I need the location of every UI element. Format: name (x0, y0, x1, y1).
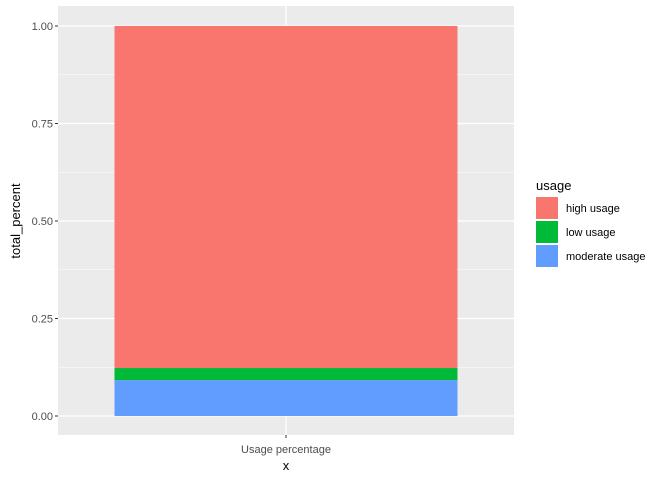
legend-key-low-usage (536, 221, 558, 243)
bar-segment-high-usage (114, 26, 458, 369)
legend-label: low usage (566, 227, 616, 239)
x-axis: Usage percentage (241, 435, 331, 456)
y-tick-label: 0.00 (32, 411, 53, 423)
legend-key-high-usage (536, 197, 558, 219)
y-tick-label: 0.25 (32, 314, 53, 326)
legend-key-moderate-usage (536, 245, 558, 267)
bar-stack (114, 26, 458, 416)
legend-title: usage (536, 178, 571, 193)
x-axis-title: x (283, 458, 290, 473)
y-axis: 0.00 0.25 0.50 0.75 1.00 (32, 21, 58, 423)
bar-segment-moderate-usage (114, 380, 458, 416)
legend: usage high usage low usage moderate usage (536, 178, 646, 267)
y-tick-label: 1.00 (32, 21, 53, 33)
legend-label: high usage (566, 203, 620, 215)
y-axis-title: total_percent (8, 183, 23, 259)
y-tick-label: 0.50 (32, 216, 53, 228)
x-tick-label: Usage percentage (241, 444, 331, 456)
bar-segment-low-usage (114, 368, 458, 381)
y-tick-label: 0.75 (32, 119, 53, 131)
legend-label: moderate usage (566, 251, 646, 263)
